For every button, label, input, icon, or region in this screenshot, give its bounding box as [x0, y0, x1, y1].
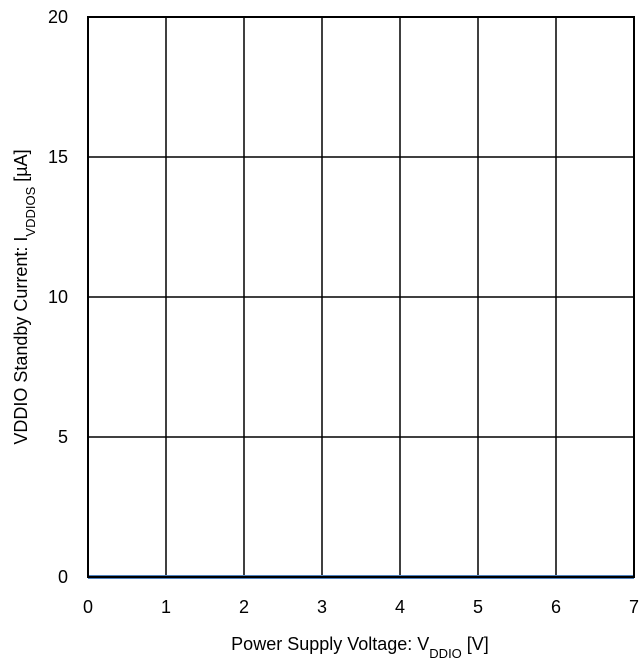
x-tick-label-4: 4: [395, 597, 405, 617]
plot-frame: [87, 16, 635, 578]
y-tick-label-1: 5: [58, 427, 68, 447]
grid: [88, 17, 634, 577]
y-tick-label-2: 10: [48, 287, 68, 307]
y-tick-label-0: 0: [58, 567, 68, 587]
x-tick-label-3: 3: [317, 597, 327, 617]
x-tick-label-5: 5: [473, 597, 483, 617]
y-tick-labels: 0 5 10 15 20: [48, 7, 68, 587]
y-tick-label-4: 20: [48, 7, 68, 27]
x-tick-label-0: 0: [83, 597, 93, 617]
x-tick-label-2: 2: [239, 597, 249, 617]
y-axis-label: VDDIO Standby Current: IVDDIOS [µA]: [11, 149, 38, 444]
x-axis-label: Power Supply Voltage: VDDIO [V]: [231, 634, 489, 661]
x-tick-labels: 0 1 2 3 4 5 6 7: [83, 597, 639, 617]
x-tick-label-7: 7: [629, 597, 639, 617]
x-tick-label-6: 6: [551, 597, 561, 617]
x-tick-label-1: 1: [161, 597, 171, 617]
y-tick-label-3: 15: [48, 147, 68, 167]
